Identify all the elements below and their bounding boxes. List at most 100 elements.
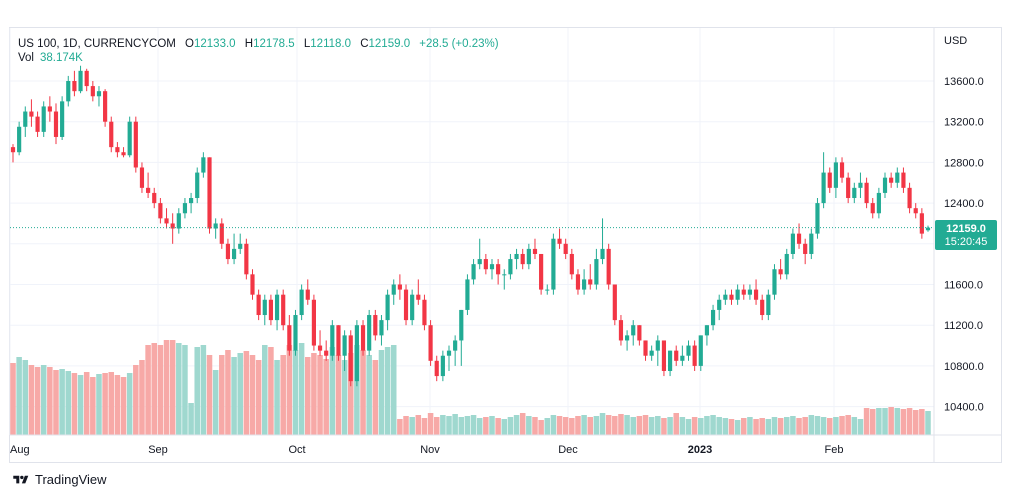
volume-bar: [544, 418, 551, 435]
volume-bar: [421, 418, 428, 435]
volume-bar: [826, 418, 833, 435]
volume-bar: [833, 417, 839, 435]
candle-body: [919, 213, 924, 234]
candle-body: [772, 269, 777, 295]
volume-bar: [77, 375, 84, 435]
volume-bar: [863, 408, 870, 435]
candle-body: [483, 259, 488, 270]
volume-bar: [280, 355, 286, 435]
volume-bar: [618, 414, 624, 435]
candle-body: [882, 177, 888, 193]
volume-bar: [790, 416, 796, 435]
candle-body: [103, 91, 108, 122]
volume-bar: [219, 355, 225, 435]
candle-body: [342, 335, 347, 356]
volume-bar: [630, 417, 636, 435]
candle-body: [268, 299, 274, 321]
candle-body: [164, 218, 169, 224]
volume-bar: [59, 369, 65, 435]
volume-bars: [10, 340, 931, 435]
open-label: O: [185, 38, 194, 50]
symbol-name: US 100, 1D, CURRENCYCOM: [18, 38, 176, 50]
candle-body: [477, 259, 482, 265]
volume-bar: [642, 415, 649, 435]
candle-body: [766, 294, 771, 316]
volume-bar: [372, 360, 379, 435]
candle-body: [827, 172, 832, 188]
candle-body: [784, 253, 789, 275]
volume-bar: [182, 345, 188, 435]
volume-bar: [268, 347, 274, 435]
candle-body: [84, 70, 89, 87]
candle-body: [667, 350, 673, 371]
volume-bar: [28, 365, 35, 435]
volume-bar: [882, 408, 888, 435]
volume-bar: [802, 417, 808, 435]
candle-body: [532, 248, 538, 254]
volume-bar: [857, 419, 864, 435]
volume-bar: [575, 416, 581, 435]
volume-bar: [513, 415, 520, 435]
volume-bar: [341, 360, 348, 435]
volume-bar: [292, 350, 299, 435]
volume-bar: [305, 357, 311, 435]
candle-body: [612, 284, 617, 321]
volume-bar: [556, 416, 563, 435]
candle-body: [913, 208, 918, 214]
low-value: 12118.0: [310, 38, 351, 50]
candle-body: [496, 264, 501, 275]
candle-body: [514, 253, 519, 260]
x-tick-label: Sep: [148, 444, 168, 456]
candle-body: [146, 187, 151, 193]
candle-body: [41, 106, 46, 132]
candle-body: [876, 192, 881, 214]
candle-body: [649, 350, 654, 356]
volume-bar: [176, 343, 182, 435]
candle-body: [354, 325, 359, 382]
volume-bar: [470, 415, 477, 435]
candle-body: [293, 315, 298, 351]
candle-body: [704, 325, 710, 336]
y-tick-label: 13200.0: [944, 117, 984, 129]
candle-body: [846, 177, 851, 199]
candle-body: [661, 340, 667, 371]
volume-bar: [200, 345, 207, 435]
volume-bar: [397, 419, 403, 435]
candle-body: [158, 203, 163, 219]
candle-body: [870, 203, 875, 214]
volume-bar: [876, 408, 882, 435]
volume-bar: [120, 377, 127, 435]
candle-body: [373, 315, 378, 336]
volume-bar: [464, 416, 471, 435]
candle-body: [821, 172, 826, 204]
candle-body: [78, 70, 83, 92]
volume-bar: [255, 360, 262, 435]
volume-bar: [648, 417, 655, 435]
candle-body: [410, 294, 415, 321]
candle-body: [133, 121, 138, 168]
y-tick-label: 12800.0: [944, 157, 984, 169]
candle-body: [403, 289, 409, 321]
volume-bar: [243, 351, 250, 435]
volume-label: Vol: [18, 52, 34, 64]
candle-body: [606, 248, 611, 285]
candle-body: [250, 274, 255, 295]
volume-bar: [562, 417, 569, 435]
candle-body: [213, 223, 218, 229]
candle-body: [723, 294, 728, 300]
volume-bar: [40, 365, 47, 435]
candle-body: [311, 299, 316, 346]
candle-body: [520, 253, 525, 265]
candle-body: [446, 350, 452, 356]
candle-body: [152, 192, 157, 204]
candle-body: [489, 264, 495, 270]
candle-body: [238, 243, 243, 249]
volume-bar: [741, 418, 747, 435]
candle-body: [796, 233, 802, 244]
volume-bar: [495, 418, 501, 435]
volume-bar: [65, 371, 72, 435]
open-value: 12133.0: [194, 38, 236, 50]
tradingview-branding[interactable]: TradingView: [12, 472, 107, 487]
candle-body: [698, 335, 703, 366]
